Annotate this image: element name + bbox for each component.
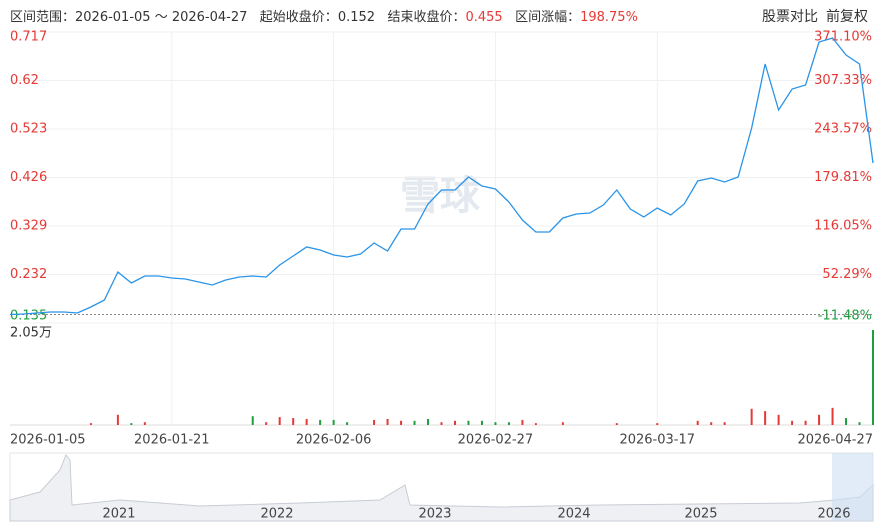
value: 0.455 (465, 10, 503, 25)
y2-tick-label: 179.81% (814, 170, 872, 185)
y2-tick-label: 307.33% (814, 73, 872, 88)
volume-bar (130, 423, 133, 425)
volume-bar (494, 422, 497, 425)
y-tick-label: 0.62 (10, 73, 39, 88)
label: 区间涨幅： (515, 10, 581, 25)
volume-bar (332, 419, 335, 425)
volume-bar (386, 418, 389, 425)
y2-tick-label: -11.48% (818, 309, 872, 324)
y-tick-label: 0.717 (10, 30, 47, 45)
volume-bar (845, 418, 848, 425)
x-tick-label: 2026-01-05 (10, 433, 86, 448)
volume-bar (872, 330, 874, 425)
volume-bar (615, 423, 618, 425)
volume-bar (427, 418, 430, 425)
volume-bar (750, 408, 753, 425)
volume-bar (413, 420, 416, 425)
value: 198.75% (580, 10, 638, 25)
volume-bar (561, 422, 564, 425)
year-label: 2021 (102, 507, 135, 522)
volume-bar (400, 420, 403, 425)
x-tick-label: 2026-04-27 (797, 433, 873, 448)
toolbar: 股票对比 前复权 (754, 6, 868, 26)
x-tick-label: 2026-02-06 (296, 433, 372, 448)
volume-bar (346, 422, 349, 425)
y-tick-label: 0.523 (10, 122, 47, 137)
volume-bar (440, 422, 443, 425)
volume-bar (656, 423, 659, 425)
value: 0.152 (337, 10, 376, 25)
volume-bar (143, 422, 146, 425)
y2-tick-label: 371.10% (814, 30, 872, 45)
x-tick-label: 2026-03-17 (619, 433, 695, 448)
volume-tick-label: 2.05万 (10, 326, 52, 341)
range: 2026-01-05 ～ 2026-04-27 (75, 10, 248, 25)
volume-bar (710, 422, 713, 425)
volume-bar (777, 414, 780, 425)
y-tick-label: 0.426 (10, 170, 47, 185)
year-label: 2023 (418, 507, 451, 522)
volume-bar (265, 422, 268, 425)
volume-bar (467, 420, 470, 425)
y-tick-label: 0.232 (10, 267, 47, 282)
button[interactable]: 前复权 (826, 9, 868, 25)
volume-bar (831, 407, 834, 425)
y-tick-label: 0.329 (10, 219, 47, 234)
volume-bar (480, 420, 483, 425)
year-label: 2022 (260, 507, 293, 522)
volume-bar (818, 414, 821, 425)
volume-bar (521, 419, 524, 425)
volume-bar (292, 418, 295, 425)
y-tick-label: 0.135 (10, 309, 47, 324)
volume-bar (534, 423, 537, 425)
watermark: 雪球 (400, 173, 481, 219)
navigator-selection[interactable] (832, 453, 873, 521)
navigator (9, 452, 874, 522)
volume-bar (507, 422, 510, 425)
volume-bar (764, 411, 767, 425)
volume-bar (251, 416, 254, 425)
label: 结束收盘价： (387, 10, 466, 25)
volume-bar (278, 417, 281, 425)
year-label: 2026 (817, 507, 850, 522)
label: 区间范围： (10, 10, 76, 25)
volume-bar (696, 420, 699, 425)
year-label: 2024 (557, 507, 590, 522)
volume-bar (723, 422, 726, 425)
price-line (9, 37, 874, 316)
volume-bar (858, 422, 861, 425)
button[interactable]: 股票对比 (762, 9, 818, 25)
volume-bar (453, 420, 456, 425)
volume-bar (791, 420, 794, 425)
volume-bar (116, 414, 119, 425)
navigator-area (9, 454, 874, 522)
volume-bar (305, 418, 308, 425)
y2-tick-label: 243.57% (814, 122, 872, 137)
volume-bar (89, 423, 92, 425)
x-tick-label: 2026-01-21 (134, 433, 210, 448)
y2-tick-label: 52.29% (822, 267, 872, 282)
volume-bar (373, 419, 376, 425)
volume-bar (319, 419, 322, 425)
header: 区间范围：2026-01-05 ～ 2026-04-27 起始收盘价：0.152… (10, 6, 638, 25)
volume-bar (804, 420, 807, 425)
label: 起始收盘价： (259, 10, 338, 25)
year-label: 2025 (684, 507, 717, 522)
x-tick-label: 2026-02-27 (458, 433, 534, 448)
y2-tick-label: 116.05% (814, 218, 872, 233)
